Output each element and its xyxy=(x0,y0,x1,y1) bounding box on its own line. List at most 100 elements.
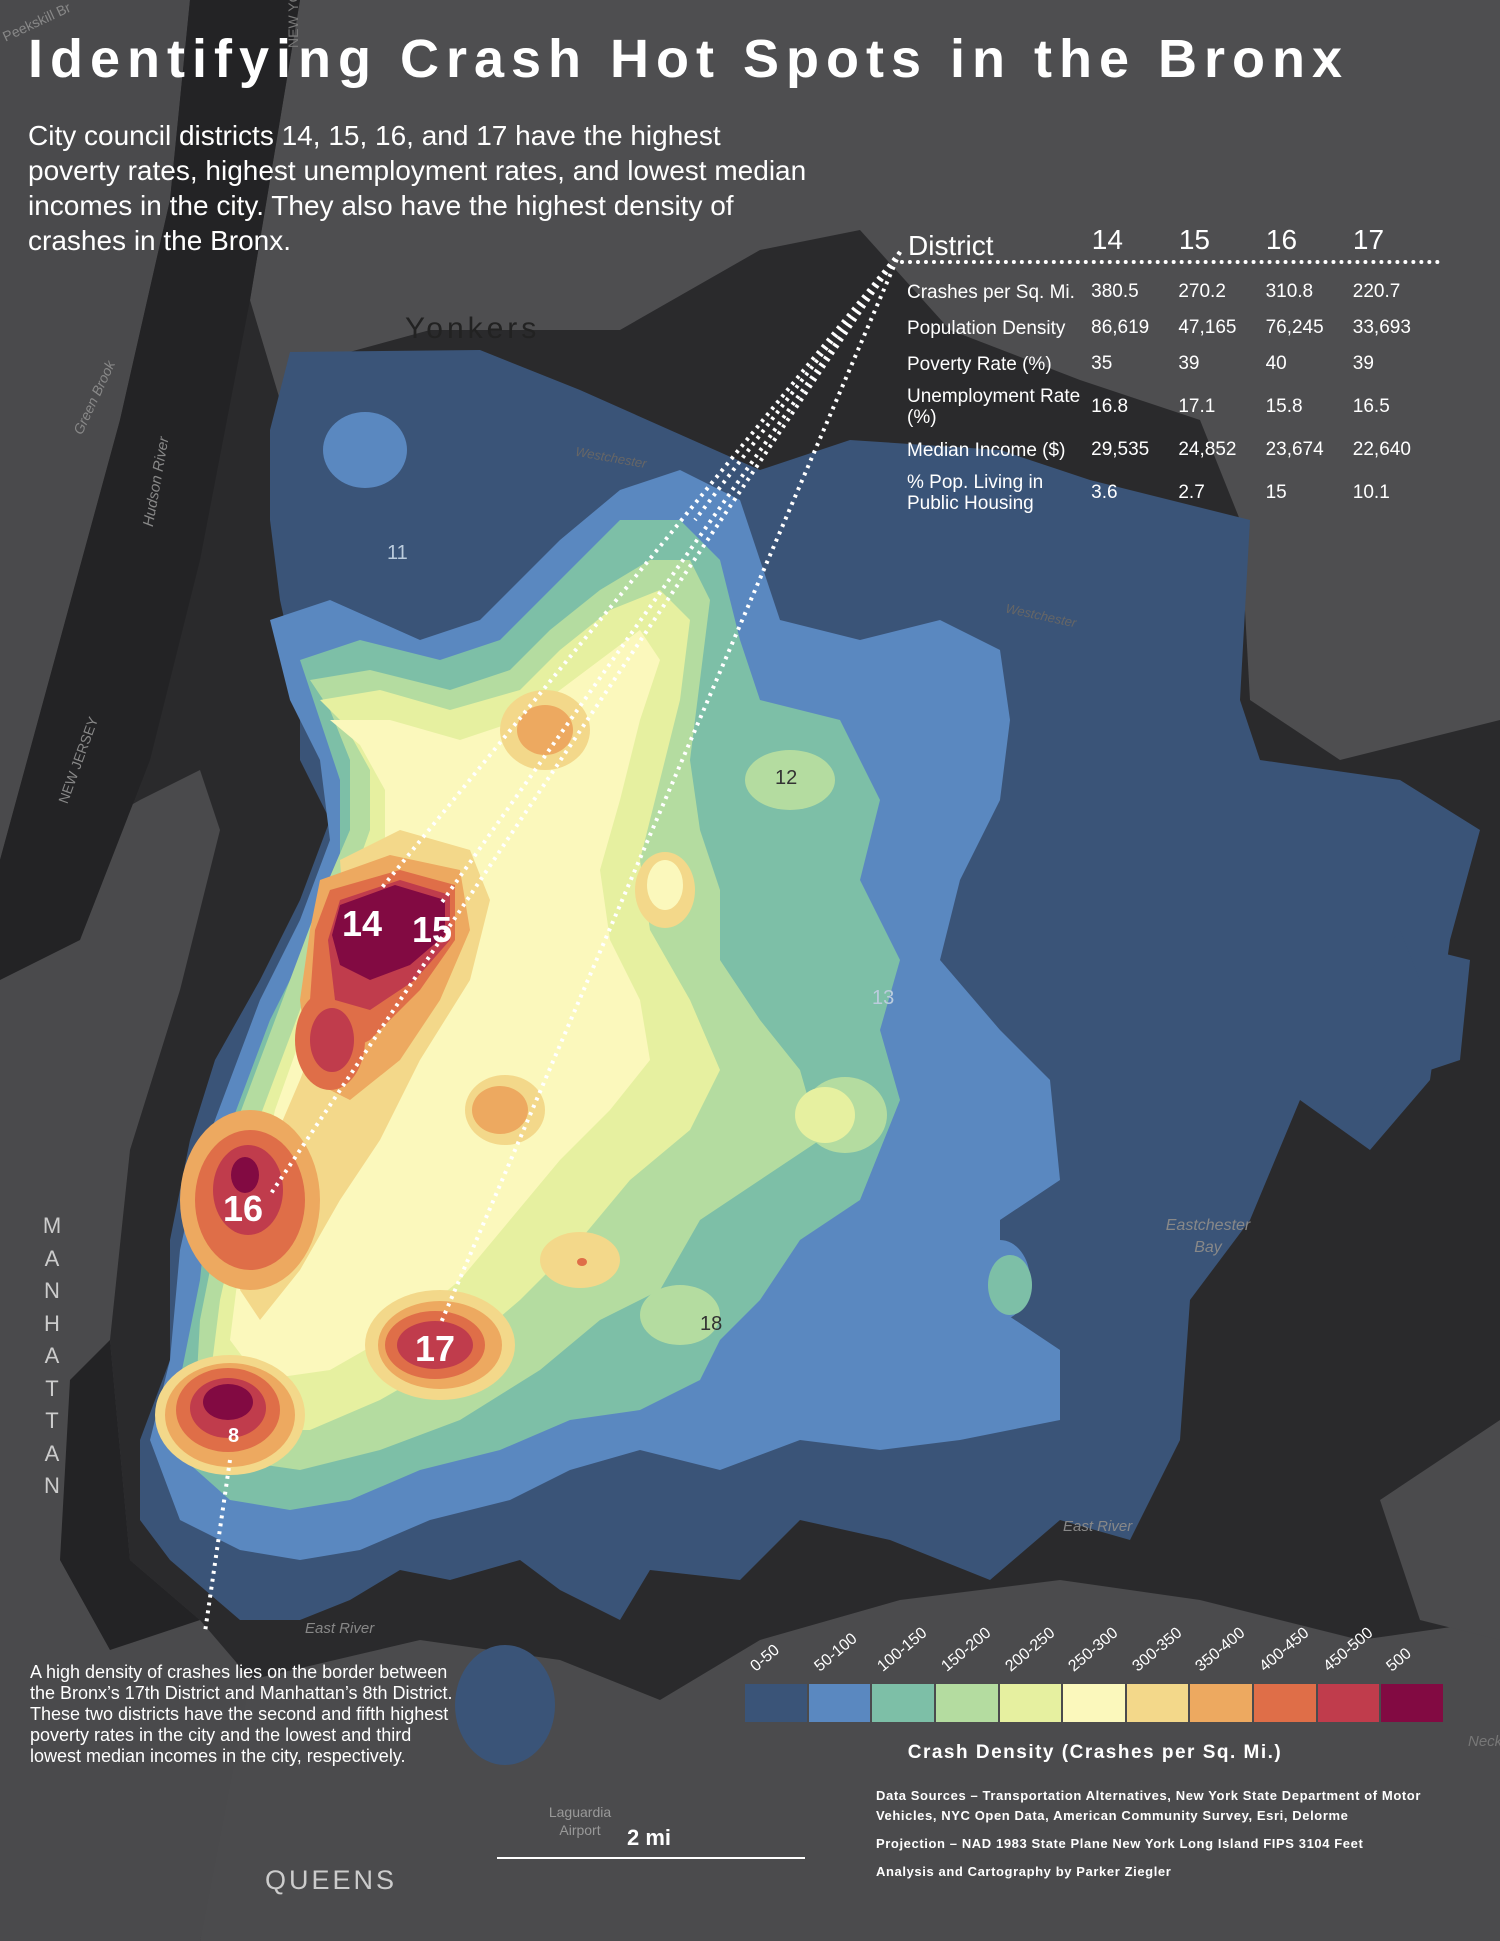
stats-cell: 23,674 xyxy=(1265,439,1324,460)
stats-row: % Pop. Living in Public Housing 3.6 2.7 … xyxy=(900,468,1440,518)
sources-line: Data Sources – Transportation Alternativ… xyxy=(876,1788,1422,1823)
stats-cell: 270.2 xyxy=(1178,281,1226,302)
legend-swatch xyxy=(1190,1684,1253,1722)
legend-tick-label: 300-350 xyxy=(1129,1624,1186,1676)
rikers-island xyxy=(455,1645,555,1765)
stats-header-district: 16 xyxy=(1265,224,1298,255)
stats-cell: 24,852 xyxy=(1178,439,1237,460)
stats-row: Population Density 86,619 47,165 76,245 … xyxy=(900,310,1440,346)
data-sources: Data Sources – Transportation Alternativ… xyxy=(876,1786,1446,1890)
stats-cell: 40 xyxy=(1265,353,1287,374)
legend-swatch xyxy=(808,1684,871,1722)
stats-header-row: District 14 15 16 17 xyxy=(900,212,1440,264)
stats-row-label: Poverty Rate (%) xyxy=(907,353,1052,375)
stats-row-label: Population Density xyxy=(907,317,1066,339)
stats-cell: 310.8 xyxy=(1265,281,1314,302)
page-title: Identifying Crash Hot Spots in the Bronx xyxy=(28,29,1350,89)
stats-row-label: Unemployment Rate (%) xyxy=(907,386,1081,428)
stats-header-district: 15 xyxy=(1178,224,1210,255)
stats-cell: 16.8 xyxy=(1091,396,1129,417)
legend-tick-label: 100-150 xyxy=(874,1624,931,1676)
stats-cell: 16.5 xyxy=(1352,396,1390,417)
stats-cell: 3.6 xyxy=(1091,482,1118,503)
district-16-label: 16 xyxy=(223,1188,264,1229)
stats-cell: 380.5 xyxy=(1091,281,1139,302)
legend-color-ramp xyxy=(745,1684,1445,1722)
legend-swatch xyxy=(1317,1684,1380,1722)
legend-tick-label: 0-50 xyxy=(747,1641,783,1676)
district-11-label: 11 xyxy=(387,542,408,564)
stats-cell: 39 xyxy=(1178,353,1200,374)
legend-tick-label: 450-500 xyxy=(1320,1624,1377,1676)
stats-row: Median Income ($) 29,535 24,852 23,674 2… xyxy=(900,432,1440,468)
district-17-label: 17 xyxy=(415,1328,456,1369)
manhattan-label: MANHATTAN xyxy=(42,1213,64,1498)
stats-cell: 47,165 xyxy=(1178,317,1237,338)
stats-header-district: 17 xyxy=(1352,224,1385,255)
stats-cell: 33,693 xyxy=(1352,317,1411,338)
district-12-label: 12 xyxy=(775,767,798,789)
crash-density-legend: 0-50 50-100 100-150 150-200 200-250 250-300 30… xyxy=(745,1600,1445,1764)
stats-cell: 22,640 xyxy=(1352,439,1411,460)
stats-cell: 35 xyxy=(1091,353,1113,374)
intro-text: City council districts 14, 15, 16, and 1… xyxy=(28,120,807,256)
stats-cell: 15.8 xyxy=(1265,396,1303,417)
hart-island xyxy=(1430,950,1470,1070)
crash-density-surface xyxy=(140,350,1480,1620)
yonkers-label: Yonkers xyxy=(405,312,541,345)
neck-label: Neck xyxy=(1468,1733,1500,1750)
stats-row-label: Median Income ($) xyxy=(907,439,1066,461)
legend-swatch xyxy=(1381,1684,1444,1722)
legend-title: Crash Density (Crashes per Sq. Mi.) xyxy=(907,1742,1283,1763)
stats-cell: 29,535 xyxy=(1091,439,1150,460)
stats-cell: 17.1 xyxy=(1178,396,1216,417)
queens-label: QUEENS xyxy=(265,1865,398,1895)
stats-cell: 15 xyxy=(1265,482,1287,503)
laguardia-label: Laguardia Airport xyxy=(548,1804,612,1838)
legend-swatch xyxy=(1254,1684,1316,1722)
legend-tick-labels: 0-50 50-100 100-150 150-200 200-250 250-300 30… xyxy=(745,1600,1445,1684)
stats-row: Poverty Rate (%) 35 39 40 39 xyxy=(900,346,1440,382)
district-12-peak xyxy=(745,750,835,810)
stats-header-label: District xyxy=(908,230,994,261)
stats-cell: 220.7 xyxy=(1352,281,1401,302)
district-18-label: 18 xyxy=(700,1313,723,1335)
stats-cell: 39 xyxy=(1352,353,1374,374)
projection-line: Projection – NAD 1983 State Plane New Yo… xyxy=(876,1836,1364,1851)
legend-tick-label: 400-450 xyxy=(1256,1624,1313,1676)
harlem-river xyxy=(60,1340,200,1650)
eastchester-bay-label: Eastchester Bay xyxy=(1165,1217,1251,1256)
district-stats-table: District 14 15 16 17 Crashes per Sq. Mi.… xyxy=(900,212,1440,518)
legend-tick-label: 50-100 xyxy=(811,1630,861,1676)
district-15-label: 15 xyxy=(412,909,453,950)
border-note: A high density of crashes lies on the bo… xyxy=(30,1662,453,1766)
scale-label: 2 mi xyxy=(627,1825,672,1850)
district-8-label: 8 xyxy=(228,1425,240,1447)
legend-tick-label: 150-200 xyxy=(938,1624,995,1676)
east-river-label-1: East River xyxy=(1063,1518,1133,1535)
leader-lines xyxy=(203,250,902,1633)
legend-swatch xyxy=(872,1684,934,1722)
stats-row-label: Crashes per Sq. Mi. xyxy=(907,281,1075,303)
legend-swatch xyxy=(1063,1684,1125,1722)
scale-line xyxy=(497,1857,805,1859)
stats-row: Crashes per Sq. Mi. 380.5 270.2 310.8 22… xyxy=(900,274,1440,310)
legend-tick-label: 200-250 xyxy=(1001,1624,1058,1676)
stats-cell: 10.1 xyxy=(1352,482,1390,503)
east-river-label-2: East River xyxy=(305,1620,375,1637)
stats-header-district: 14 xyxy=(1091,224,1123,255)
stats-cell: 76,245 xyxy=(1265,317,1324,338)
legend-tick-label: 250-300 xyxy=(1065,1624,1122,1676)
legend-tick-label: 500 xyxy=(1383,1645,1416,1676)
stats-row-label: % Pop. Living in Public Housing xyxy=(907,472,1044,514)
legend-swatch xyxy=(999,1684,1062,1722)
stats-cell: 2.7 xyxy=(1178,482,1205,503)
legend-swatch xyxy=(935,1684,998,1722)
district-14-label: 14 xyxy=(342,903,383,944)
legend-swatch xyxy=(745,1684,807,1722)
stats-row: Unemployment Rate (%) 16.8 17.1 15.8 16.… xyxy=(900,382,1440,432)
stats-cell: 86,619 xyxy=(1091,317,1150,338)
legend-swatch xyxy=(1126,1684,1189,1722)
credit-line: Analysis and Cartography by Parker Ziegl… xyxy=(876,1864,1172,1879)
